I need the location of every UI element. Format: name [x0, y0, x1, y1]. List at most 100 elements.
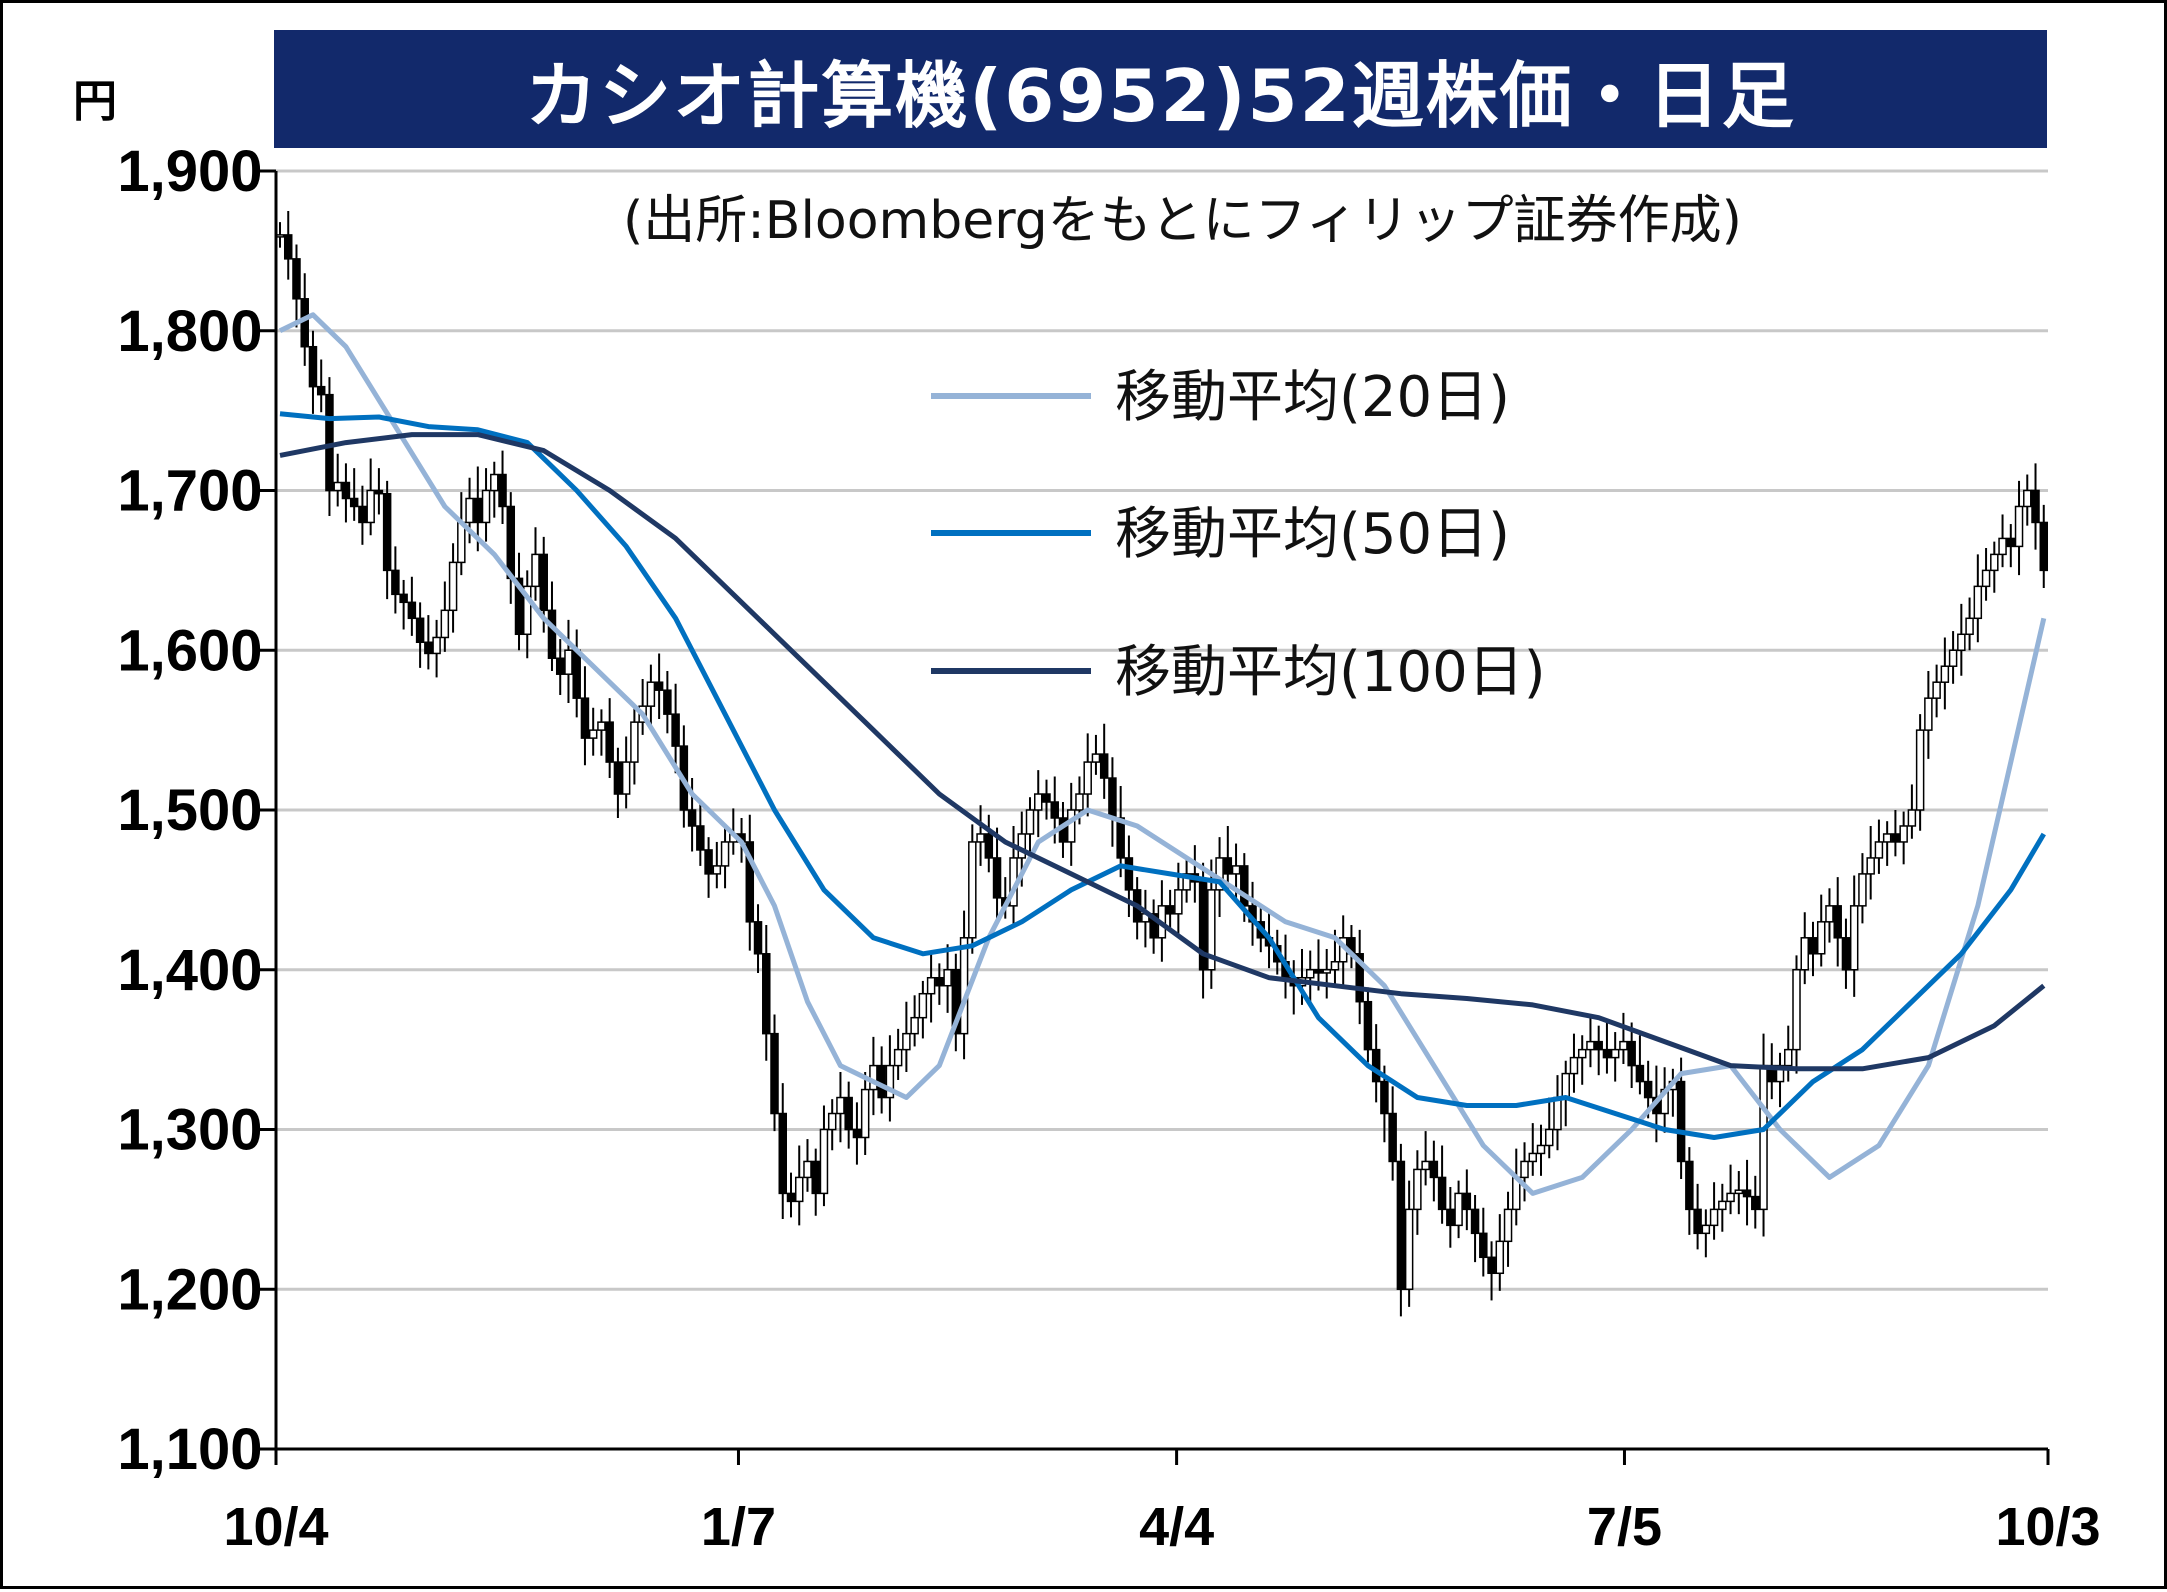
- candle-body: [1808, 937, 1818, 955]
- candle-body: [1174, 889, 1183, 915]
- candle-body: [349, 497, 359, 508]
- moving-average-lines: [278, 312, 2047, 1196]
- candle-body: [1479, 1232, 1488, 1259]
- y-tick-label: 1,300: [117, 1098, 262, 1163]
- candle-body: [1330, 961, 1340, 971]
- candle-body: [1685, 1160, 1694, 1211]
- candle-body: [1825, 905, 1834, 923]
- candle-body: [959, 937, 969, 1035]
- y-tick-label: 1,400: [117, 938, 262, 1003]
- candle-body: [1042, 793, 1051, 803]
- candle-body: [382, 492, 392, 572]
- candle-body: [1083, 761, 1092, 795]
- candle-body: [1124, 857, 1134, 891]
- candle-body: [1025, 809, 1035, 835]
- candle-body: [712, 865, 722, 875]
- candle-body: [407, 601, 417, 620]
- candle-body: [539, 553, 548, 612]
- candle-body: [1108, 777, 1117, 819]
- candle-body: [663, 689, 672, 715]
- candle-body: [1371, 1048, 1381, 1083]
- candle-body: [448, 561, 458, 612]
- candle-body: [926, 976, 936, 995]
- x-tick-label: 7/5: [1587, 1497, 1662, 1557]
- candle-body: [1223, 857, 1233, 875]
- candle-body: [1915, 729, 1925, 811]
- grid-lines: [276, 169, 2048, 1291]
- candle-body: [547, 609, 557, 659]
- candle-body: [951, 969, 961, 1035]
- candle-body: [572, 649, 581, 699]
- candle-body: [2006, 537, 2016, 548]
- candle-body: [918, 992, 928, 1019]
- candle-body: [1849, 905, 1859, 971]
- candle-body: [844, 1096, 853, 1131]
- candle-body: [745, 841, 755, 923]
- candle-body: [860, 1088, 870, 1139]
- candle-body: [1759, 1064, 1768, 1211]
- candle-body: [893, 1048, 903, 1067]
- candle-body: [2031, 489, 2040, 524]
- series-line: [278, 312, 2047, 1196]
- candle-body: [671, 713, 680, 747]
- candle-body: [432, 636, 441, 655]
- candle-body: [564, 649, 573, 675]
- candle-body: [1396, 1160, 1406, 1290]
- candle-body: [1602, 1048, 1612, 1059]
- candle-body: [1874, 841, 1884, 859]
- y-tick-label: 1,600: [117, 618, 262, 683]
- candle-body: [943, 969, 952, 987]
- candle-body: [1528, 1152, 1538, 1163]
- candle-body: [1899, 825, 1908, 843]
- candle-body: [1891, 833, 1900, 843]
- candle-body: [827, 1112, 837, 1131]
- x-tick-label: 1/7: [701, 1497, 776, 1557]
- candle-body: [630, 721, 639, 763]
- candle-body: [720, 841, 730, 867]
- candle-body: [1742, 1189, 1752, 1198]
- candle-body: [1858, 873, 1867, 907]
- y-tick-label: 1,100: [117, 1417, 262, 1482]
- candle-body: [1990, 553, 1999, 572]
- candle-body: [1215, 857, 1224, 891]
- candle-body: [490, 473, 499, 492]
- x-tick-label: 4/4: [1139, 1497, 1214, 1557]
- candle-body: [885, 1064, 895, 1099]
- candle-body: [1577, 1048, 1587, 1059]
- candle-body: [555, 657, 565, 675]
- candle-body: [1429, 1160, 1439, 1179]
- candle-body: [325, 393, 334, 492]
- candle-body: [1594, 1040, 1603, 1051]
- candle-body: [1380, 1080, 1389, 1115]
- y-tick-label: 1,700: [117, 459, 262, 524]
- candle-body: [1751, 1195, 1760, 1211]
- candle-body: [1718, 1200, 1727, 1211]
- candle-body: [1957, 633, 1966, 652]
- candle-body: [1305, 969, 1315, 979]
- candle-body: [424, 641, 433, 655]
- candle-body: [935, 976, 944, 987]
- candle-body: [1149, 913, 1158, 939]
- candle-body: [1034, 793, 1043, 811]
- candle-body: [1495, 1240, 1505, 1275]
- candle-body: [1586, 1040, 1595, 1051]
- candle-body: [1619, 1040, 1628, 1051]
- candle-body: [1536, 1144, 1546, 1155]
- candle-body: [1503, 1208, 1513, 1243]
- candle-body: [1182, 873, 1191, 891]
- chart-svg: 1,100 1,200 1,300 1,400 1,500 1,600 1,700 1,800…: [117, 139, 2100, 1557]
- candle-body: [399, 593, 408, 604]
- candle-body: [415, 617, 425, 644]
- candle-body: [341, 481, 351, 500]
- candle-body: [1726, 1192, 1735, 1203]
- candle-body: [1701, 1224, 1711, 1235]
- candle-body: [646, 681, 656, 707]
- candle-body: [1635, 1064, 1645, 1083]
- candle-body: [1833, 905, 1842, 939]
- candle-body: [531, 553, 540, 588]
- candle-body: [1553, 1096, 1562, 1131]
- candle-body: [292, 258, 301, 300]
- candle-body: [358, 505, 367, 524]
- candle-body: [1363, 1000, 1373, 1051]
